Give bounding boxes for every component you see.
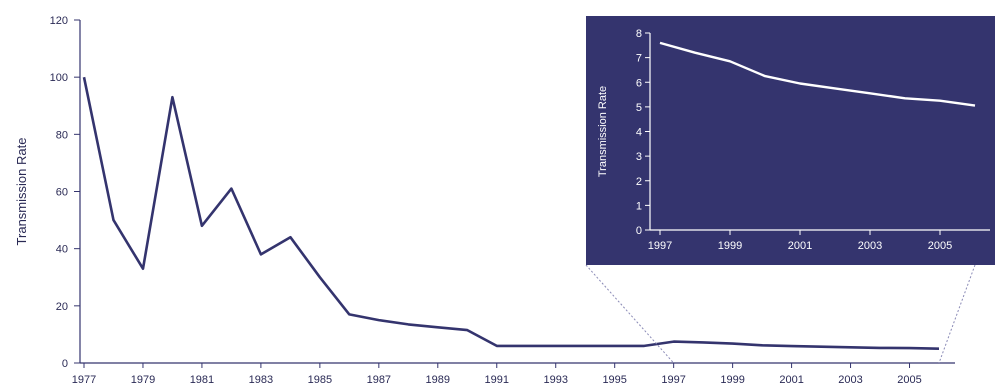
x-tick-label: 2003 [838,374,862,386]
inset-x-tick-label: 1999 [718,240,742,252]
y-tick-label: 60 [56,187,68,199]
x-tick-label: 1997 [661,374,685,386]
x-tick-label: 1993 [543,374,567,386]
inset-y-tick-label: 4 [636,127,642,139]
x-tick-label: 1985 [308,374,332,386]
inset-chart: 0 1 2 3 4 5 6 7 8 1997 1999 2001 2003 2005 Transmissio… [586,16,995,265]
series-line [82,76,940,350]
inset-y-axis-label: Transmission Rate [597,86,609,177]
zoom-connector-left [585,264,675,364]
inset-x-tick-label: 2003 [858,240,882,252]
inset-y-tick-label: 0 [636,225,642,237]
inset-x-tick-label: 2005 [928,240,952,252]
inset-y-tick-label: 7 [636,53,642,65]
x-tick-label: 1987 [367,374,391,386]
x-tick-label: 2005 [897,374,921,386]
y-tick-label: 40 [56,244,68,256]
zoom-connector-right [938,264,976,364]
y-tick-label: 100 [50,72,68,84]
x-tick-label: 1989 [426,374,450,386]
y-tick-label: 120 [50,15,68,27]
x-tick-label: 1999 [720,374,744,386]
inset-x-tick-label: 1997 [648,240,672,252]
x-tick-label: 1979 [131,374,155,386]
inset-y-tick-label: 3 [636,151,642,163]
x-tick-label: 1995 [602,374,626,386]
inset-x-tick-label: 2001 [788,240,812,252]
inset-series-line [659,41,976,107]
inset-y-tick-label: 2 [636,176,642,188]
x-tick-label: 1991 [485,374,509,386]
inset-y-tick-label: 1 [636,200,642,212]
inset-background [586,16,995,265]
inset-y-tick-label: 6 [636,77,642,89]
inset-y-tick-label: 8 [636,28,642,40]
zoom-connectors [585,264,976,364]
x-tick-label: 1981 [190,374,214,386]
x-tick-label: 2001 [779,374,803,386]
inset-y-tick-label: 5 [636,102,642,114]
y-tick-label: 0 [62,358,68,370]
y-tick-label: 80 [56,129,68,141]
x-tick-label: 1983 [249,374,273,386]
y-tick-label: 20 [56,301,68,313]
y-axis-label: Transmission Rate [14,138,29,246]
x-tick-label: 1977 [72,374,96,386]
